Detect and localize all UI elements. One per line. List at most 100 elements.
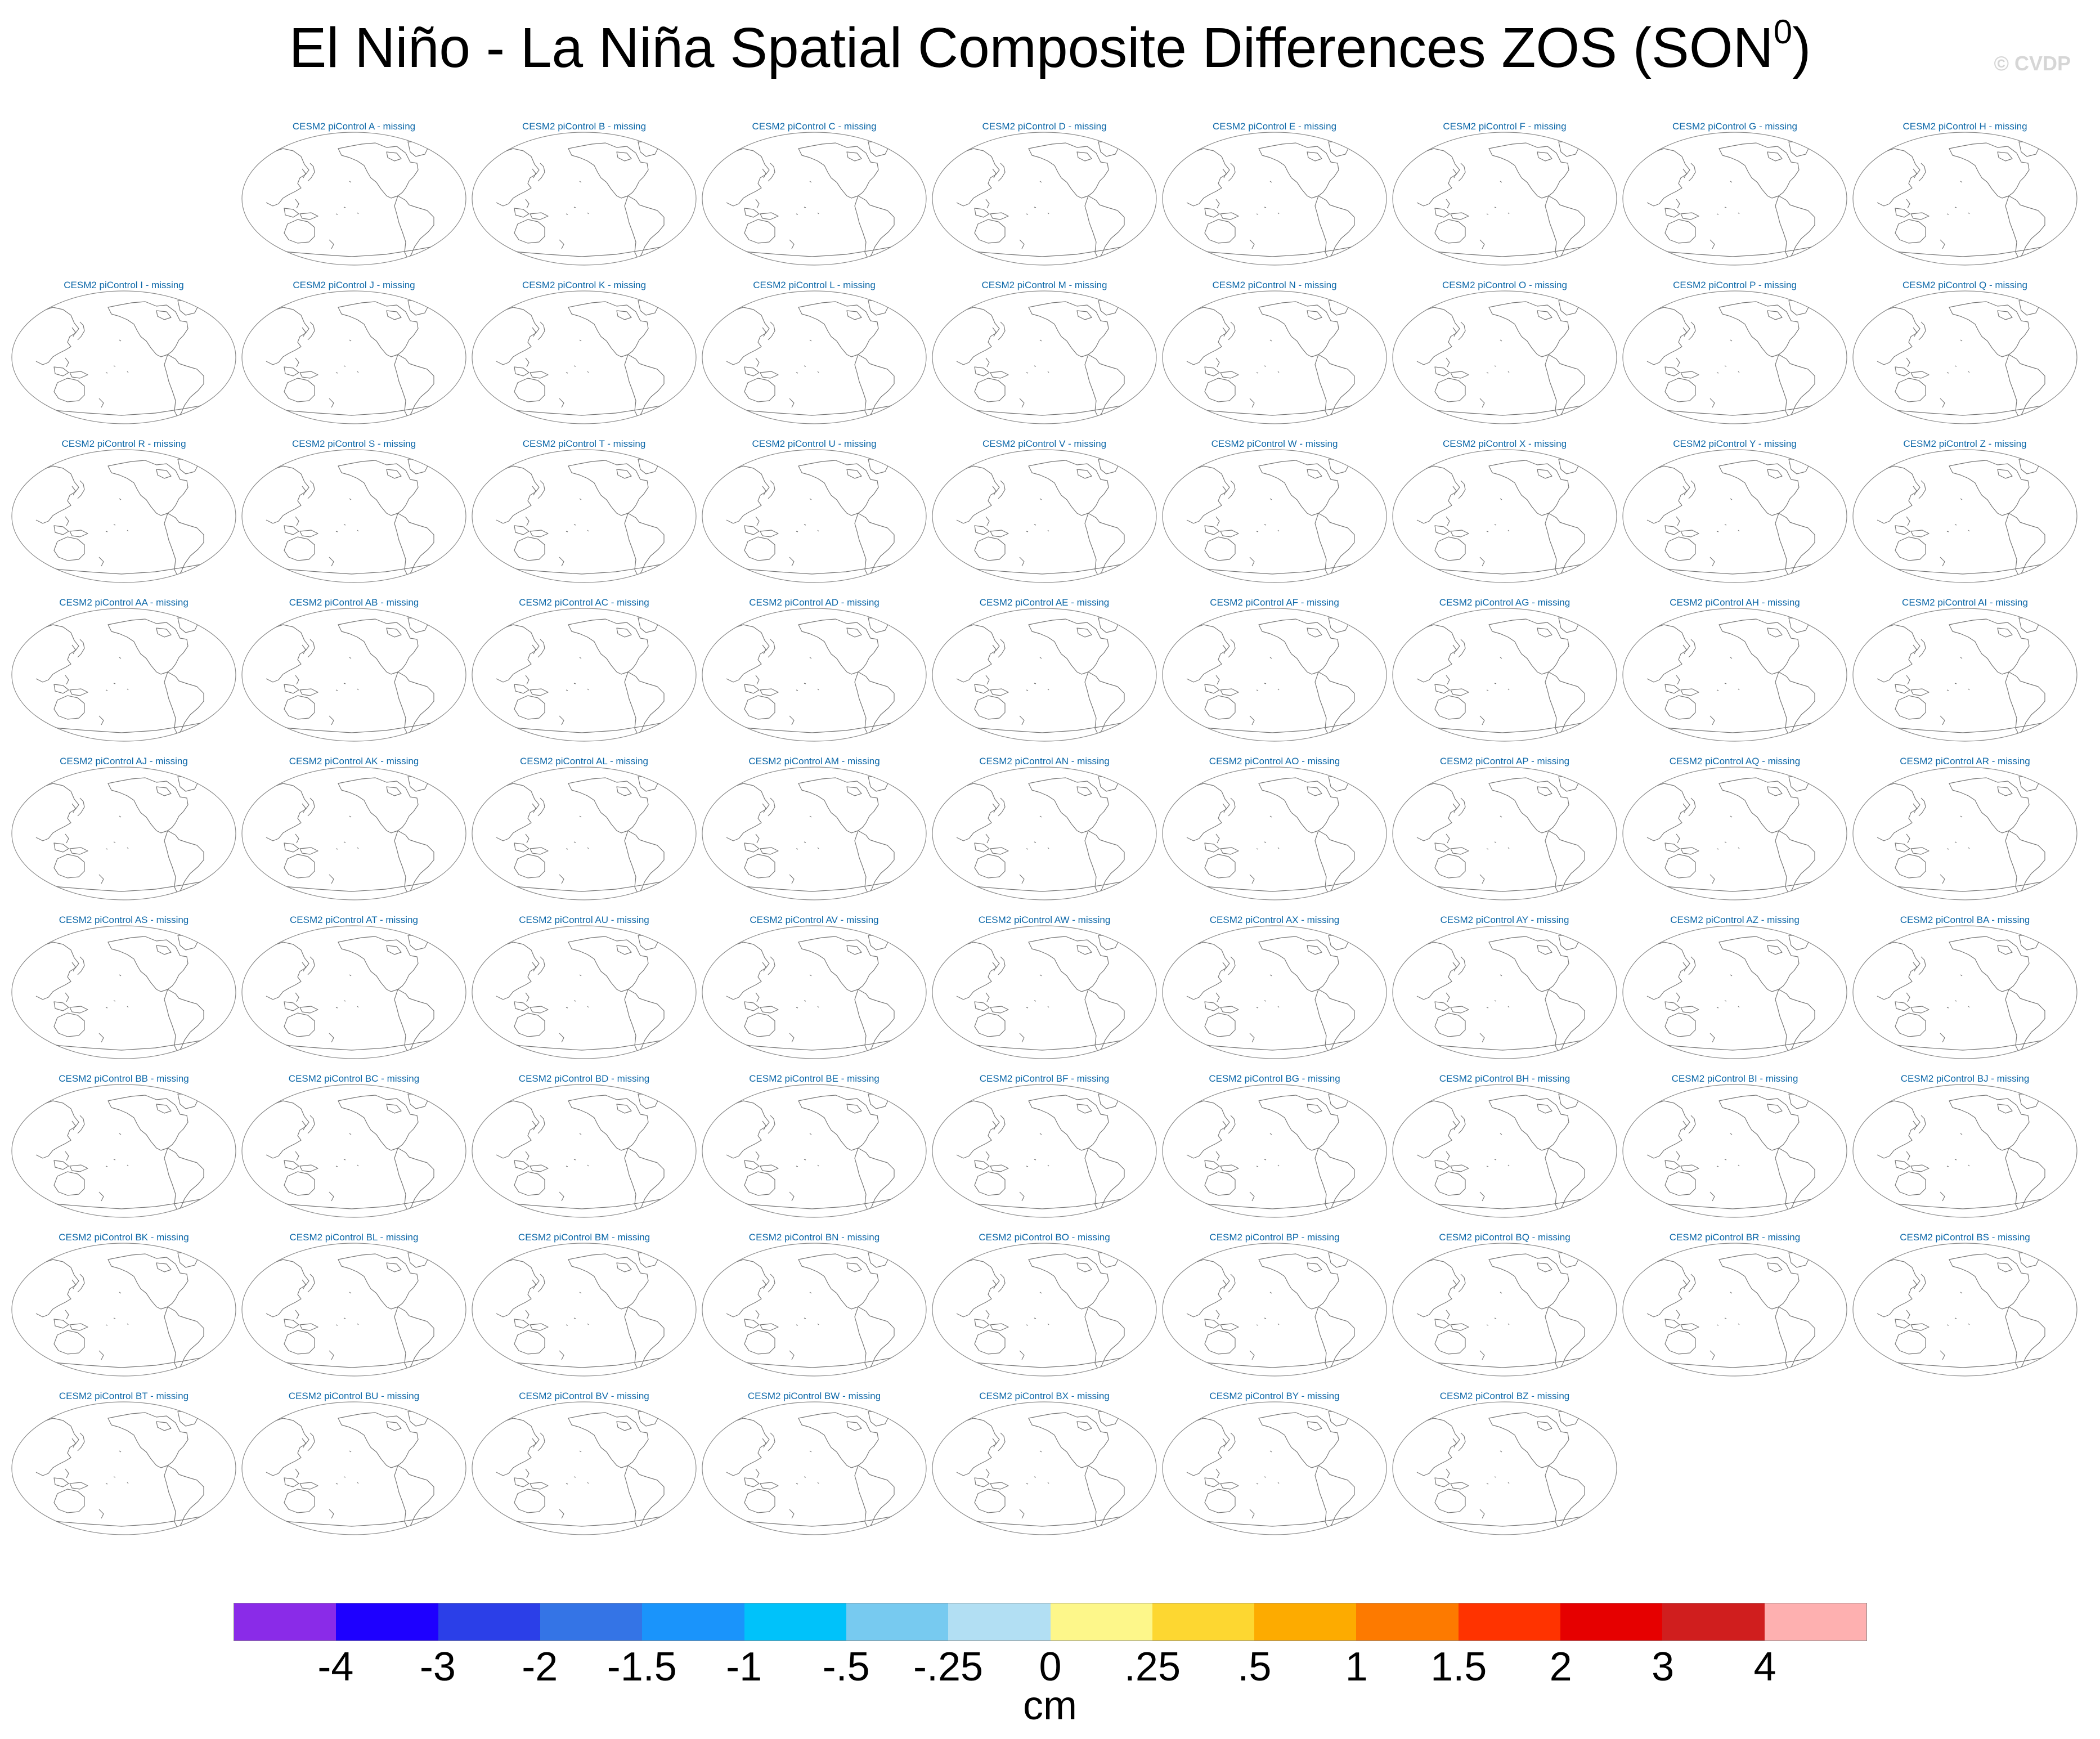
map-boundary	[1392, 608, 1617, 742]
figure-title: El Niño - La Niña Spatial Composite Diff…	[0, 13, 2100, 79]
map-boundary	[472, 1243, 697, 1377]
map-boundary	[1162, 1084, 1387, 1218]
map-panel-title: CESM2 piControl Z - missing	[1903, 438, 2027, 449]
map-panel-title: CESM2 piControl BI - missing	[1671, 1073, 1798, 1084]
map-panel-title: CESM2 piControl BH - missing	[1439, 1073, 1570, 1084]
map-panel: CESM2 piControl BW - missing	[699, 1391, 929, 1540]
world-map	[1162, 767, 1387, 900]
map-panel-title: CESM2 piControl F - missing	[1443, 121, 1567, 132]
map-boundary	[241, 449, 466, 583]
map-boundary	[1622, 608, 1847, 742]
map-panel-title: CESM2 piControl BG - missing	[1209, 1073, 1340, 1084]
map-panel-title: CESM2 piControl T - missing	[522, 438, 646, 449]
map-panel-title: CESM2 piControl AF - missing	[1210, 597, 1339, 608]
world-map	[472, 1243, 697, 1377]
map-panel-title: CESM2 piControl Y - missing	[1673, 438, 1797, 449]
map-panel: CESM2 piControl BC - missing	[239, 1074, 469, 1223]
map-panel-title: CESM2 piControl O - missing	[1442, 280, 1567, 290]
map-panel: CESM2 piControl AJ - missing	[9, 756, 239, 906]
map-panel-title: CESM2 piControl E - missing	[1212, 121, 1337, 132]
colorbar-tick-label: 4	[1753, 1644, 1776, 1689]
map-panel: CESM2 piControl J - missing	[239, 280, 469, 429]
map-panel-title: CESM2 piControl AX - missing	[1209, 915, 1340, 925]
map-panel: CESM2 piControl I - missing	[9, 280, 239, 429]
map-panel: CESM2 piControl AD - missing	[699, 598, 929, 747]
map-panel: CESM2 piControl AS - missing	[9, 915, 239, 1064]
coastlines	[1877, 141, 2045, 259]
map-panel: CESM2 piControl AB - missing	[239, 598, 469, 747]
map-panel: CESM2 piControl AX - missing	[1160, 915, 1389, 1064]
map-panel-title: CESM2 piControl K - missing	[522, 280, 647, 290]
map-panel: CESM2 piControl AA - missing	[9, 598, 239, 747]
map-panel-title: CESM2 piControl BT - missing	[59, 1391, 189, 1401]
map-panel: CESM2 piControl BS - missing	[1850, 1232, 2080, 1382]
world-map	[11, 767, 236, 900]
map-boundary	[241, 290, 466, 424]
map-panel-title: CESM2 piControl AI - missing	[1902, 597, 2028, 608]
map-panel: CESM2 piControl AR - missing	[1850, 756, 2080, 906]
map-panel-title: CESM2 piControl BV - missing	[519, 1391, 649, 1401]
world-map	[932, 608, 1157, 742]
map-panel-title: CESM2 piControl BM - missing	[518, 1232, 650, 1243]
world-map	[11, 449, 236, 583]
world-map	[1852, 767, 2077, 900]
map-panel-title: CESM2 piControl BA - missing	[1900, 915, 2030, 925]
world-map	[932, 1084, 1157, 1218]
map-panel-title: CESM2 piControl AA - missing	[59, 597, 189, 608]
map-boundary	[11, 608, 236, 742]
colorbar-box	[1356, 1603, 1459, 1641]
colorbar-tick-label: -1.5	[607, 1644, 677, 1689]
map-boundary	[11, 449, 236, 583]
world-map	[241, 767, 466, 900]
coastlines	[1646, 1252, 1815, 1370]
map-boundary	[1622, 925, 1847, 1059]
map-boundary	[11, 1084, 236, 1218]
coastlines	[956, 1411, 1125, 1529]
map-panel: CESM2 piControl BZ - missing	[1390, 1391, 1619, 1540]
map-panel: CESM2 piControl BP - missing	[1160, 1232, 1389, 1382]
map-panel-title: CESM2 piControl AW - missing	[978, 915, 1111, 925]
map-boundary	[702, 925, 927, 1059]
map-boundary	[702, 608, 927, 742]
map-boundary	[1162, 608, 1387, 742]
world-map	[11, 608, 236, 742]
coastlines	[266, 935, 434, 1053]
world-map	[1162, 290, 1387, 424]
map-boundary	[1622, 767, 1847, 900]
map-boundary	[932, 767, 1157, 900]
map-boundary	[932, 1084, 1157, 1218]
map-panel: CESM2 piControl W - missing	[1160, 439, 1389, 588]
world-map	[241, 290, 466, 424]
map-boundary	[1622, 1243, 1847, 1377]
map-panel: CESM2 piControl BJ - missing	[1850, 1074, 2080, 1223]
map-boundary	[1392, 1243, 1617, 1377]
map-panel-title: CESM2 piControl P - missing	[1673, 280, 1797, 290]
world-map	[1392, 449, 1617, 583]
map-panel-title: CESM2 piControl C - missing	[752, 121, 877, 132]
world-map	[1622, 290, 1847, 424]
world-map	[932, 1401, 1157, 1535]
map-panel-title: CESM2 piControl N - missing	[1212, 280, 1337, 290]
map-panel-title: CESM2 piControl BR - missing	[1669, 1232, 1801, 1243]
coastlines	[35, 776, 204, 894]
coastlines	[35, 935, 204, 1053]
map-panel: CESM2 piControl Z - missing	[1850, 439, 2080, 588]
map-panel: CESM2 piControl AM - missing	[699, 756, 929, 906]
figure-title-main: El Niño - La Niña Spatial Composite Diff…	[289, 16, 1774, 79]
coastlines	[1877, 459, 2045, 577]
map-boundary	[241, 767, 466, 900]
world-map	[241, 1084, 466, 1218]
map-panel: CESM2 piControl E - missing	[1160, 122, 1389, 271]
map-panel-title: CESM2 piControl BE - missing	[749, 1073, 880, 1084]
map-boundary	[702, 767, 927, 900]
map-panel-title: CESM2 piControl AZ - missing	[1670, 915, 1800, 925]
world-map	[11, 1401, 236, 1535]
map-boundary	[1852, 1084, 2077, 1218]
coastlines	[1646, 935, 1815, 1053]
map-boundary	[1162, 1243, 1387, 1377]
world-map	[1852, 449, 2077, 583]
map-boundary	[241, 132, 466, 266]
map-panel: CESM2 piControl AF - missing	[1160, 598, 1389, 747]
coastlines	[956, 935, 1125, 1053]
colorbar-box	[1050, 1603, 1152, 1641]
